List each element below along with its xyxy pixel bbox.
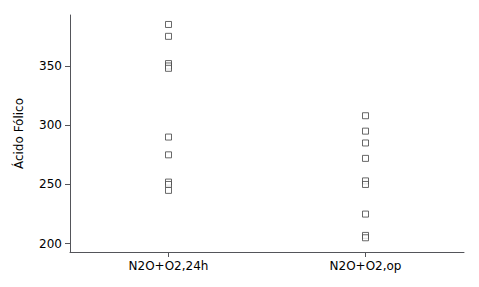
svg-text:N2O+O2,24h: N2O+O2,24h [129,259,209,273]
svg-text:350: 350 [39,59,62,73]
svg-text:N2O+O2,op: N2O+O2,op [330,259,402,273]
svg-text:200: 200 [39,237,62,251]
svg-text:Ácido Fólico: Ácido Fólico [11,98,26,169]
svg-text:300: 300 [39,118,62,132]
svg-text:250: 250 [39,177,62,191]
